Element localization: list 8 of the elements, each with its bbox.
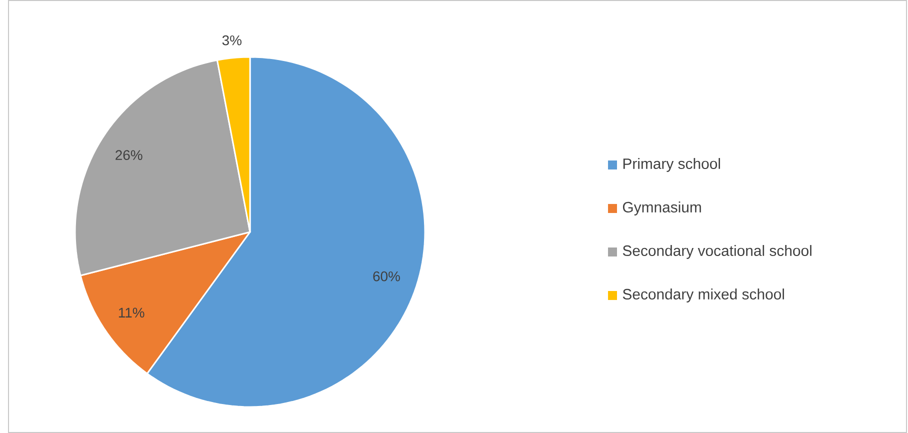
- legend-label: Secondary vocational school: [622, 245, 812, 259]
- legend-label: Gymnasium: [622, 202, 701, 216]
- legend-label: Primary school: [623, 158, 720, 172]
- legend-label: Secondary mixed school: [622, 288, 784, 302]
- data-label: 60%: [373, 271, 400, 282]
- data-label: 11%: [118, 308, 144, 318]
- data-label: 3%: [222, 35, 242, 46]
- data-label: 26%: [116, 150, 142, 160]
